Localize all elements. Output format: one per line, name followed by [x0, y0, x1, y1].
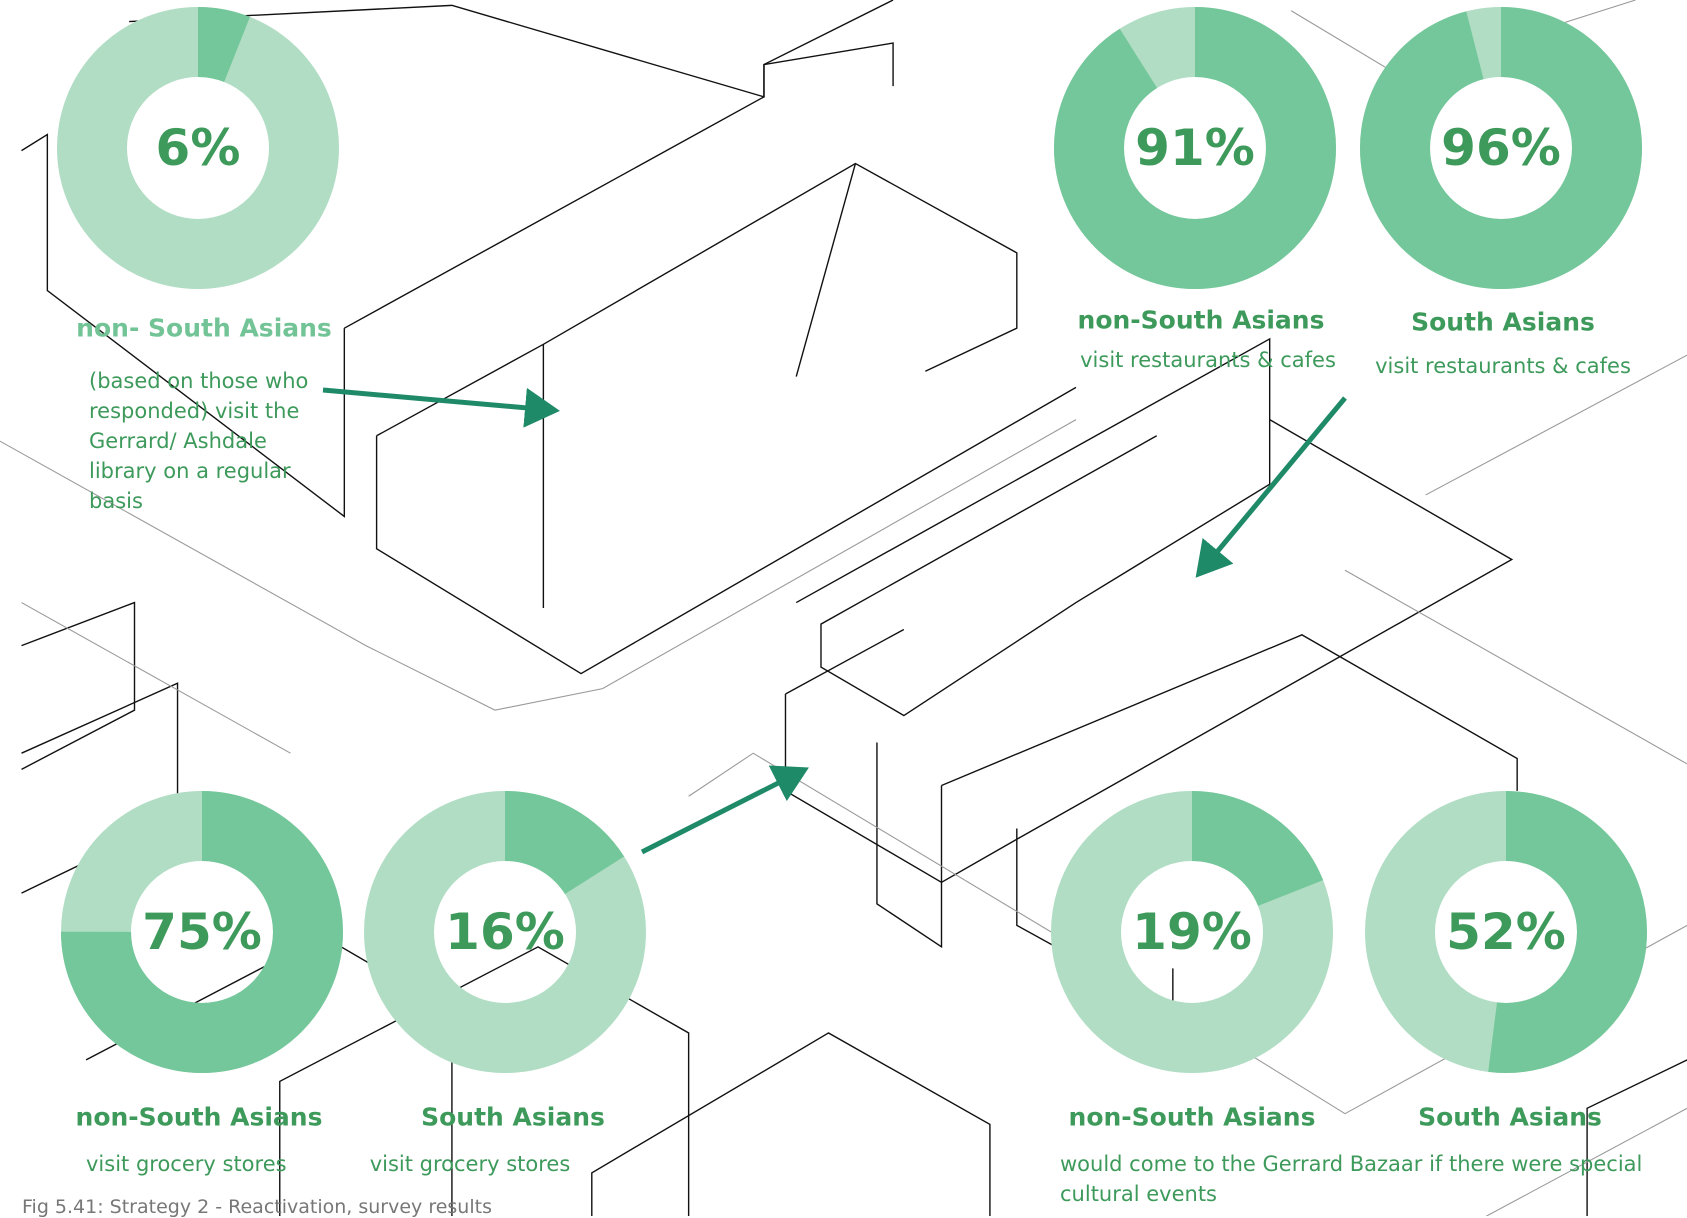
- group-label: non-South Asians: [1068, 1102, 1316, 1132]
- donut-segment: [57, 7, 339, 289]
- arrow: [322, 387, 560, 428]
- figure-caption: Fig 5.41: Strategy 2 - Reactivation, sur…: [22, 1196, 492, 1218]
- caption: visit grocery stores: [369, 1152, 571, 1176]
- value-label: 52%: [1446, 903, 1566, 961]
- caption: would come to the Gerrard Bazaar if ther…: [1060, 1152, 1643, 1206]
- group-label: non-South Asians: [1077, 305, 1325, 335]
- value-label: 91%: [1135, 119, 1255, 177]
- donut-segment: [1051, 791, 1333, 1073]
- group-label: South Asians: [1411, 307, 1595, 337]
- caption: visit restaurants & cafes: [1080, 348, 1336, 372]
- donut-segment: [1360, 7, 1642, 289]
- group-label: South Asians: [1418, 1102, 1602, 1132]
- value-label: 6%: [155, 119, 241, 177]
- donut-segment: [61, 791, 343, 1073]
- arrow: [640, 765, 809, 855]
- group-label: non-South Asians: [75, 1102, 323, 1132]
- value-label: 19%: [1132, 903, 1252, 961]
- arrow: [1195, 396, 1347, 578]
- value-label: 96%: [1441, 119, 1561, 177]
- caption: visit grocery stores: [86, 1152, 287, 1176]
- donut-charts: [57, 7, 1647, 1073]
- caption: visit restaurants & cafes: [1375, 354, 1631, 378]
- arrows: [322, 387, 1347, 855]
- donut-segment: [1365, 791, 1647, 1073]
- caption: (based on those who responded) visit the…: [89, 369, 309, 513]
- donut-segment: [1054, 7, 1336, 289]
- value-label: 75%: [142, 903, 262, 961]
- donut-segment: [364, 791, 646, 1073]
- group-label: South Asians: [421, 1102, 605, 1132]
- value-label: 16%: [445, 903, 565, 961]
- group-label: non- South Asians: [76, 313, 332, 343]
